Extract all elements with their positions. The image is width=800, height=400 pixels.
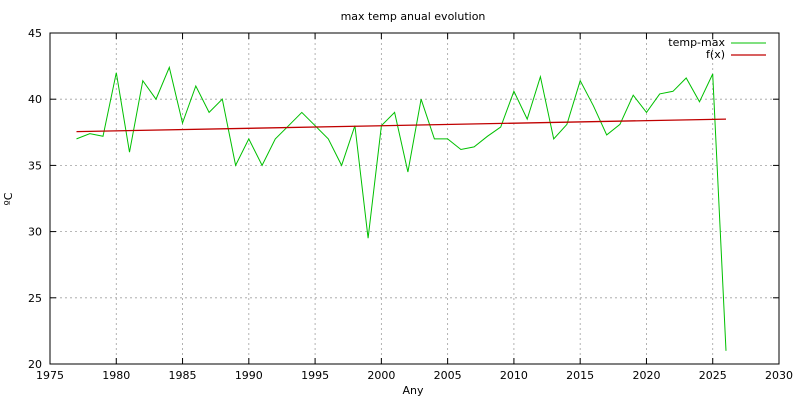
x-tick-label: 2030 <box>765 369 793 382</box>
x-tick-label: 2010 <box>500 369 528 382</box>
x-tick-label: 1995 <box>301 369 329 382</box>
series-line-temp-max <box>76 65 727 351</box>
x-axis-label: Any <box>402 384 423 397</box>
series-layer <box>76 65 727 351</box>
x-tick-label: 2015 <box>566 369 594 382</box>
y-tick-label: 35 <box>28 159 42 172</box>
x-tick-label: 1980 <box>102 369 130 382</box>
x-tick-label: 1975 <box>36 369 64 382</box>
y-axis-label: ºC <box>2 192 15 205</box>
x-tick-label: 2020 <box>632 369 660 382</box>
x-tick-label: 2000 <box>367 369 395 382</box>
y-tick-label: 20 <box>28 358 42 371</box>
series-line-fx <box>76 118 727 133</box>
y-tick-label: 45 <box>28 27 42 40</box>
x-tick-label: 2025 <box>699 369 727 382</box>
grid <box>50 33 779 364</box>
x-tick-label: 2005 <box>434 369 462 382</box>
x-axis: 1975 1980 1985 1990 1995 2000 2005 2010 2015 2020… <box>36 33 793 382</box>
legend: temp-max f(x) <box>668 36 766 61</box>
y-axis: 20 25 30 35 40 45 <box>28 27 779 371</box>
y-tick-label: 25 <box>28 292 42 305</box>
x-tick-label: 1985 <box>169 369 197 382</box>
legend-label-temp-max: temp-max <box>668 36 725 49</box>
x-tick-label: 1990 <box>235 369 263 382</box>
chart-title: max temp anual evolution <box>341 10 486 23</box>
y-tick-label: 40 <box>28 93 42 106</box>
y-tick-label: 30 <box>28 226 42 239</box>
plot-frame <box>49 32 780 365</box>
legend-label-fx: f(x) <box>706 48 725 61</box>
